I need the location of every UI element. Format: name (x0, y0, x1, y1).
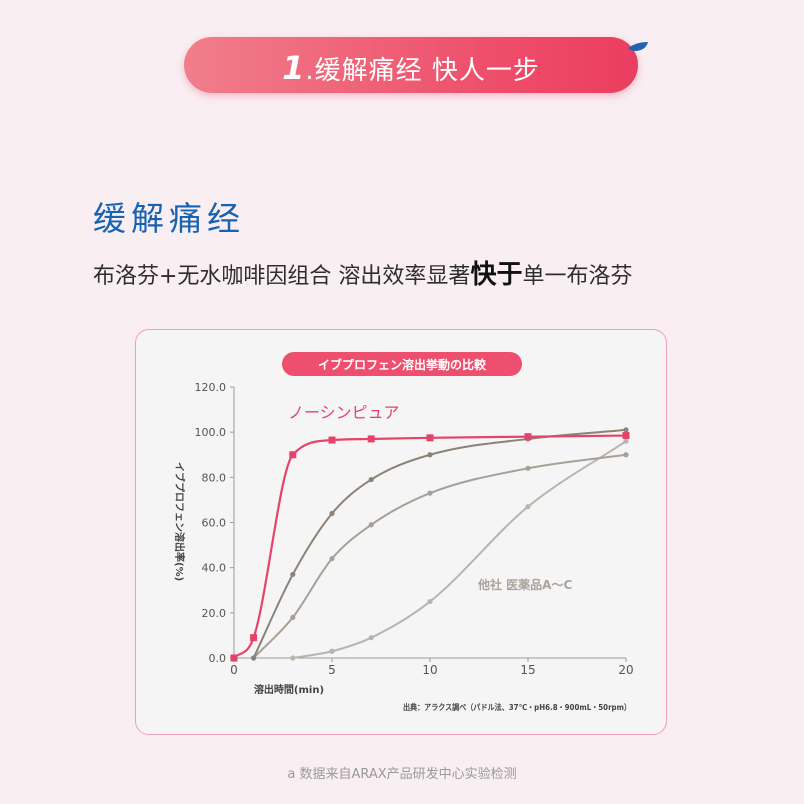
data-point (329, 648, 335, 654)
series-2 (251, 452, 629, 661)
chart-title: イブプロフェン溶出挙動の比較 (318, 357, 487, 372)
data-point (328, 436, 336, 444)
x-tick-label: 5 (328, 663, 336, 677)
series-0-line (233, 434, 627, 659)
x-tick-label: 20 (618, 663, 633, 677)
data-point (622, 432, 630, 440)
series-3-line (292, 440, 627, 659)
y-axis-label: イブプロフェン溶出率(%) (173, 462, 186, 581)
y-tick-label: 20.0 (202, 607, 227, 620)
data-point (525, 465, 531, 471)
data-point (427, 452, 433, 458)
y-tick-label: 0.0 (209, 652, 227, 665)
data-point (368, 476, 374, 483)
data-point (623, 427, 629, 433)
data-point (426, 434, 434, 442)
series-3 (290, 438, 629, 661)
data-point (427, 598, 433, 605)
series-2-line (252, 453, 627, 659)
data-point (623, 438, 629, 444)
x-tick-label: 0 (230, 663, 238, 677)
subtitle-emphasis: 快于 (470, 260, 523, 290)
data-point (368, 522, 374, 528)
data-point (230, 654, 238, 662)
banner-number: 1 (282, 49, 306, 87)
y-tick-label: 100.0 (195, 426, 227, 439)
data-point (525, 504, 531, 510)
chart-card: イブプロフェン溶出挙動の比較 0.0 20.0 40.0 60.0 80.0 100.0 1… (135, 329, 667, 735)
series-label-noshin-pure: ノーシンピュア (288, 403, 399, 422)
subtitle-pre: 布洛芬+无水咖啡因组合 溶出效率显著 (93, 264, 471, 289)
drop-icon (628, 42, 648, 51)
data-point (368, 635, 374, 641)
subtitle-post: 单一布洛芬 (522, 264, 633, 289)
data-point (290, 614, 296, 620)
banner-title: 1.缓解痛经 快人一步 (184, 49, 638, 87)
source-note: 出典：アラクス調べ（パドル法、37℃・pH6.8・900mL・50rpm） (403, 702, 631, 712)
y-tick-label: 40.0 (202, 562, 227, 575)
y-tick-label: 80.0 (202, 471, 227, 484)
chart-title-pill (282, 352, 522, 376)
dissolution-chart: イブプロフェン溶出挙動の比較 0.0 20.0 40.0 60.0 80.0 100.0 1… (173, 352, 634, 712)
y-tick-label: 120.0 (195, 381, 227, 394)
banner-title-text: .缓解痛经 快人一步 (305, 56, 540, 86)
section-title: 缓解痛经 (93, 199, 245, 238)
x-tick-label: 10 (422, 663, 437, 677)
data-point (251, 655, 257, 661)
headline-banner: 1.缓解痛经 快人一步 (184, 37, 638, 93)
data-point (367, 435, 375, 443)
data-point (524, 433, 532, 441)
others-group-label: 他社 医薬品A～C (477, 577, 572, 592)
series-1-line (252, 428, 627, 659)
data-point (290, 655, 296, 661)
x-axis-label: 溶出時間(min) (254, 683, 324, 696)
subtitle: 布洛芬+无水咖啡因组合 溶出效率显著快于单一布洛芬 (93, 254, 632, 291)
data-point (290, 571, 296, 578)
data-point (250, 634, 258, 642)
series-0 (230, 432, 630, 662)
x-tick-label: 15 (520, 663, 535, 677)
data-point (329, 556, 335, 562)
data-point (289, 451, 297, 459)
data-point (623, 452, 629, 458)
data-point (427, 490, 433, 496)
footer-note: a 数据来自ARAX产品研发中心实验检测 (287, 767, 517, 782)
y-tick-label: 60.0 (202, 517, 227, 530)
data-point (329, 510, 335, 517)
